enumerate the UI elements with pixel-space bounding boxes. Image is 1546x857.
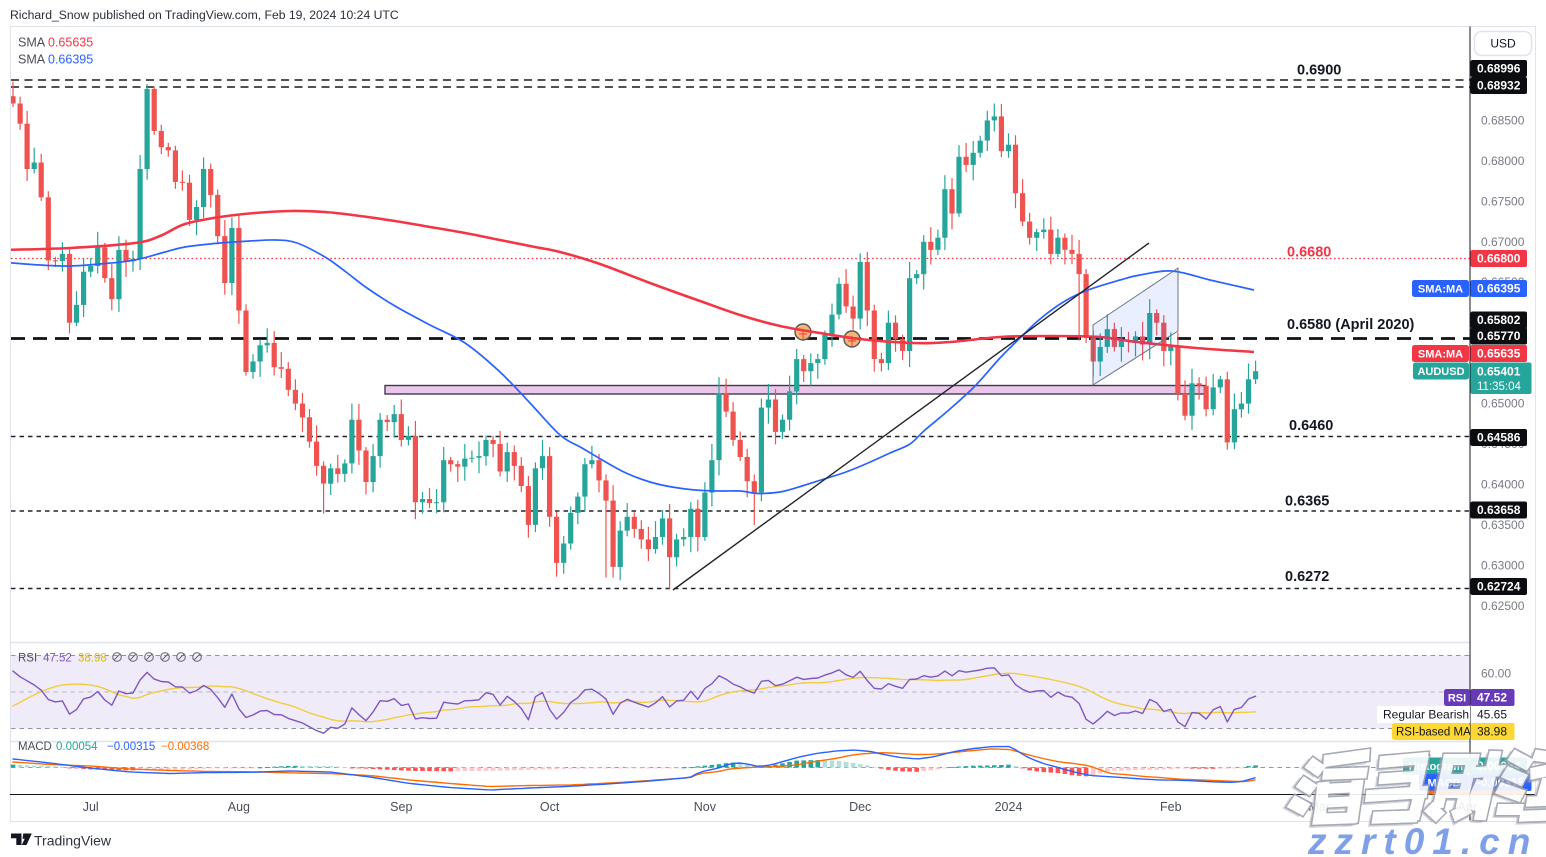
svg-text:−0.00368: −0.00368: [161, 741, 209, 753]
svg-text:AUDUSD: AUDUSD: [1417, 366, 1464, 378]
svg-text:0.66395: 0.66395: [48, 53, 93, 67]
svg-text:2024: 2024: [995, 800, 1023, 814]
svg-text:0.62724: 0.62724: [1477, 580, 1521, 594]
svg-text:11:35:04: 11:35:04: [1477, 381, 1522, 393]
svg-text:0.65635: 0.65635: [1477, 347, 1521, 361]
svg-text:0.64586: 0.64586: [1477, 431, 1521, 445]
svg-text:60.00: 60.00: [1481, 667, 1511, 681]
svg-text:0.64000: 0.64000: [1481, 477, 1525, 491]
svg-text:RSI: RSI: [18, 653, 37, 665]
svg-text:0.68000: 0.68000: [1481, 154, 1525, 168]
svg-text:0.6272: 0.6272: [1285, 569, 1329, 585]
svg-text:0.68996: 0.68996: [1477, 62, 1521, 76]
svg-text:38.98: 38.98: [1477, 725, 1507, 739]
svg-text:USD: USD: [1490, 37, 1516, 51]
svg-text:0.63500: 0.63500: [1481, 518, 1525, 532]
svg-text:0.65000: 0.65000: [1481, 397, 1525, 411]
svg-text:SMA: SMA: [18, 53, 46, 67]
svg-text:RSI-based MA: RSI-based MA: [1396, 727, 1471, 739]
svg-text:Nov: Nov: [694, 800, 717, 814]
svg-text:SMA: SMA: [18, 36, 46, 50]
svg-text:0.00054: 0.00054: [56, 741, 98, 753]
svg-text:0.65635: 0.65635: [48, 36, 93, 50]
svg-text:0.66800: 0.66800: [1477, 252, 1521, 266]
svg-text:47.52: 47.52: [43, 653, 72, 665]
svg-text:0.62500: 0.62500: [1481, 599, 1525, 613]
svg-text:45.65: 45.65: [1477, 708, 1507, 722]
svg-text:Aug: Aug: [228, 800, 250, 814]
svg-text:zzrt01.cn: zzrt01.cn: [1307, 821, 1538, 857]
svg-text:Dec: Dec: [849, 800, 871, 814]
svg-text:0.65401: 0.65401: [1477, 365, 1521, 379]
svg-text:0.6365: 0.6365: [1285, 494, 1329, 510]
svg-text:0.66395: 0.66395: [1477, 282, 1521, 296]
svg-text:RSI: RSI: [1448, 693, 1466, 705]
svg-text:Oct: Oct: [540, 800, 560, 814]
svg-text:Jul: Jul: [83, 800, 99, 814]
svg-text:Sep: Sep: [390, 800, 412, 814]
svg-text:0.68932: 0.68932: [1477, 79, 1521, 93]
svg-text:SMA:MA: SMA:MA: [1418, 349, 1463, 361]
svg-text:0.65770: 0.65770: [1477, 329, 1521, 343]
svg-text:0.6900: 0.6900: [1297, 63, 1341, 79]
svg-text:0.6580 (April 2020): 0.6580 (April 2020): [1287, 317, 1415, 333]
svg-text:Regular Bearish: Regular Bearish: [1383, 708, 1469, 722]
svg-text:0.68500: 0.68500: [1481, 113, 1525, 127]
svg-text:0.63000: 0.63000: [1481, 558, 1525, 572]
svg-text:MACD: MACD: [18, 741, 52, 753]
svg-text:0.6460: 0.6460: [1289, 418, 1333, 434]
svg-text:0.67000: 0.67000: [1481, 235, 1525, 249]
svg-text:SMA:MA: SMA:MA: [1418, 284, 1463, 296]
svg-text:Richard_Snow published on Trad: Richard_Snow published on TradingView.co…: [10, 8, 399, 22]
svg-text:0.63658: 0.63658: [1477, 503, 1521, 517]
svg-text:TradingView: TradingView: [34, 833, 112, 849]
svg-text:0.6680: 0.6680: [1287, 245, 1331, 261]
svg-text:38.98: 38.98: [78, 653, 107, 665]
svg-text:47.52: 47.52: [1477, 691, 1507, 705]
svg-text:0.65802: 0.65802: [1477, 313, 1521, 327]
svg-text:−0.00315: −0.00315: [107, 741, 155, 753]
svg-text:0.67500: 0.67500: [1481, 194, 1525, 208]
svg-text:Feb: Feb: [1160, 800, 1182, 814]
